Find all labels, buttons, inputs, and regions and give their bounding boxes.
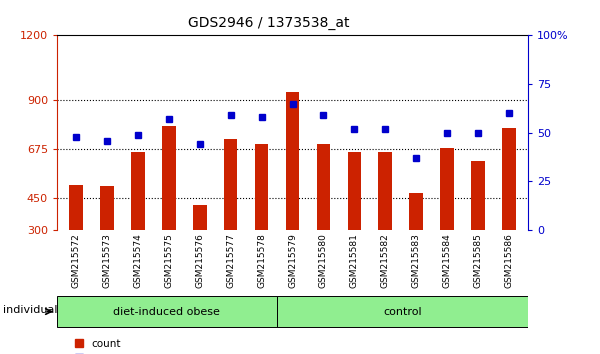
Bar [68,185,83,230]
Text: GSM215586: GSM215586 [505,233,514,288]
Bar [379,152,392,230]
Bar [440,148,454,230]
Bar [286,92,299,230]
Bar [277,296,528,327]
Bar [57,296,277,327]
Bar [317,144,331,230]
Text: GSM215583: GSM215583 [412,233,421,288]
Text: GSM215573: GSM215573 [102,233,111,288]
Text: GSM215582: GSM215582 [381,233,390,288]
Text: GSM215584: GSM215584 [443,233,452,288]
Text: GDS2946 / 1373538_at: GDS2946 / 1373538_at [188,16,349,30]
Bar [131,152,145,230]
Text: control: control [383,307,422,316]
Bar [472,161,485,230]
Bar [502,129,517,230]
Text: GSM215578: GSM215578 [257,233,266,288]
Bar [224,139,238,230]
Bar [100,186,113,230]
Text: GSM215576: GSM215576 [195,233,204,288]
Text: GSM215572: GSM215572 [71,233,80,288]
Bar [409,193,424,230]
Bar [161,126,176,230]
Text: GSM215585: GSM215585 [474,233,483,288]
Bar [254,144,268,230]
Text: GSM215575: GSM215575 [164,233,173,288]
Text: diet-induced obese: diet-induced obese [113,307,220,316]
Text: GSM215580: GSM215580 [319,233,328,288]
Text: GSM215577: GSM215577 [226,233,235,288]
Bar [193,205,206,230]
Text: GSM215579: GSM215579 [288,233,297,288]
Text: GSM215581: GSM215581 [350,233,359,288]
Legend: count, percentile rank within the sample: count, percentile rank within the sample [71,335,271,354]
Text: individual: individual [3,305,58,315]
Text: GSM215574: GSM215574 [133,233,142,288]
Bar [347,152,361,230]
